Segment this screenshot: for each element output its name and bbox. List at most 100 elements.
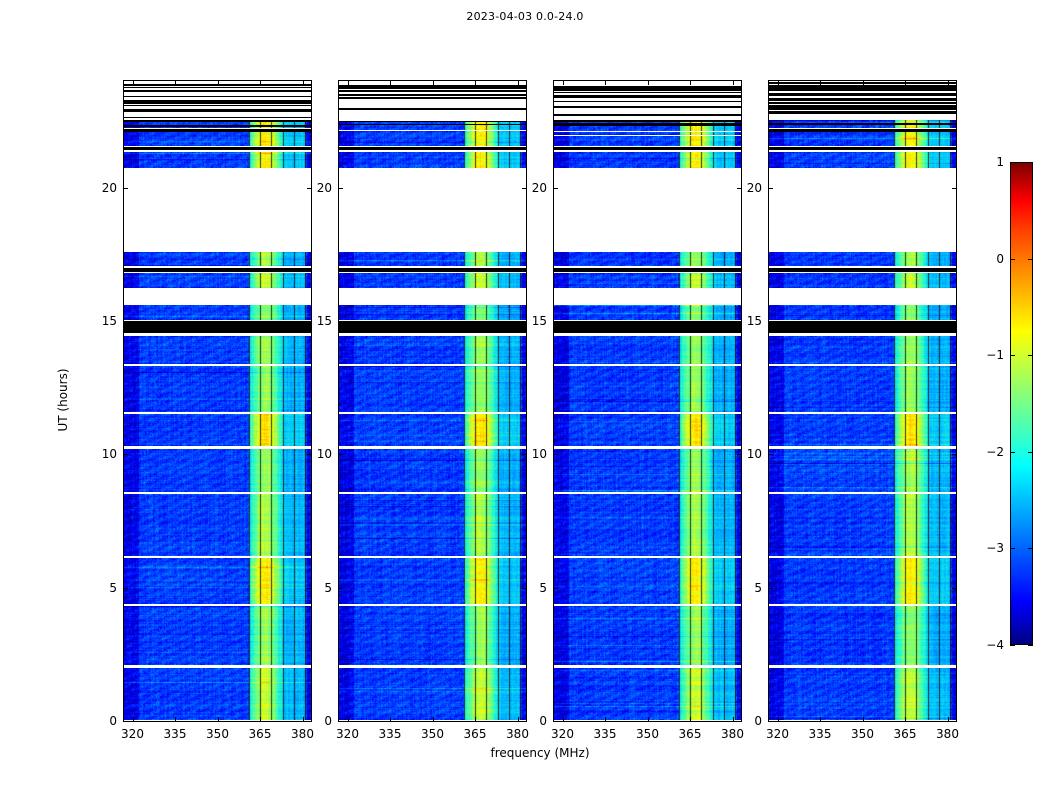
waterfall-image	[339, 606, 526, 665]
colorbar-tick	[1010, 162, 1015, 163]
data-time-band	[769, 667, 956, 720]
panel-plot-area	[124, 81, 311, 721]
y-tick	[339, 454, 343, 456]
panel-plot-area	[554, 81, 741, 721]
flagged-scan-row	[554, 100, 741, 103]
scan-gap-row	[769, 91, 956, 93]
data-time-band	[339, 305, 526, 320]
data-time-band	[339, 558, 526, 604]
x-tick-label: 320	[336, 727, 359, 741]
waterfall-image	[554, 251, 741, 267]
spectrum-panel-3[interactable]: XY, V2*V3=EA14*EA08	[553, 80, 742, 722]
spectrum-panel-4[interactable]: YX, V2*V3=EA14*EA08	[768, 80, 957, 722]
y-tick-label: 5	[109, 580, 117, 595]
y-tick-label: 15	[101, 314, 117, 328]
y-tick-label: 10	[101, 447, 117, 462]
scan-gap-row	[554, 135, 741, 137]
waterfall-image	[124, 606, 311, 665]
flagged-scan-row	[339, 90, 526, 93]
data-time-band	[124, 335, 311, 364]
x-tick-top	[690, 81, 691, 85]
waterfall-image	[339, 667, 526, 720]
waterfall-image	[769, 449, 956, 492]
x-tick	[260, 717, 261, 721]
data-time-band	[339, 366, 526, 412]
y-tick-right	[522, 454, 526, 456]
flagged-scan-row	[339, 123, 526, 125]
x-tick-label: 365	[678, 727, 702, 741]
x-tick	[132, 717, 134, 721]
y-axis-label: UT (hours)	[56, 368, 70, 432]
spectrum-panel-1[interactable]: XX, V2*V3=EA14*EA08	[123, 80, 312, 722]
data-time-band	[339, 335, 526, 364]
data-time-band	[124, 151, 311, 168]
waterfall-image	[554, 558, 741, 604]
scan-gap-row	[339, 119, 526, 121]
y-tick-label: 5	[539, 580, 547, 595]
flagged-scan-row	[124, 125, 311, 128]
colorbar-tick	[1010, 258, 1015, 260]
flagged-scan-row	[769, 87, 956, 90]
x-tick-label: 335	[163, 727, 187, 741]
waterfall-image	[769, 494, 956, 556]
x-tick-top	[905, 81, 906, 85]
colorbar[interactable]: 1 0 −1 −2 −3 −4	[986, 155, 1033, 652]
x-tick-label: 365	[893, 727, 917, 741]
x-tick	[562, 717, 564, 721]
flagged-time-band	[769, 321, 956, 333]
flagged-scan-row	[554, 105, 741, 108]
waterfall-image	[769, 606, 956, 665]
data-time-band	[769, 305, 956, 320]
flagged-scan-row	[769, 97, 956, 101]
scan-gap-row	[554, 102, 741, 104]
y-tick	[769, 187, 773, 189]
y-tick	[124, 187, 128, 189]
y-tick-label: 0	[539, 714, 547, 728]
spectrum-panel-2[interactable]: YY, V2*V3=EA14*EA08	[338, 80, 527, 722]
y-tick-label: 15	[746, 314, 762, 328]
scan-gap-row	[554, 85, 741, 87]
y-tick	[124, 721, 128, 722]
y-tick	[554, 721, 558, 722]
flagged-scan-row	[769, 108, 956, 111]
waterfall-image	[554, 335, 741, 364]
scan-gap-row	[339, 103, 526, 105]
scan-gap-row	[124, 128, 311, 130]
waterfall-image	[554, 414, 741, 447]
y-tick-right	[952, 454, 956, 456]
x-tick-label: 350	[421, 727, 444, 741]
x-tick-top	[820, 81, 821, 85]
waterfall-image	[339, 305, 526, 320]
y-tick	[339, 321, 343, 322]
x-tick-top	[175, 81, 176, 85]
waterfall-image	[339, 494, 526, 556]
x-tick	[732, 717, 734, 721]
x-tick-top	[302, 81, 304, 85]
y-tick	[339, 721, 343, 722]
x-tick-label: 380	[506, 727, 529, 741]
data-time-band	[124, 449, 311, 492]
data-time-band	[339, 449, 526, 492]
flagged-scan-row	[769, 123, 956, 126]
flagged-scan-row	[769, 84, 956, 87]
data-time-band	[339, 414, 526, 447]
flagged-scan-row	[554, 87, 741, 89]
y-tick	[339, 187, 343, 189]
flagged-scan-row	[769, 111, 956, 113]
waterfall-image	[124, 667, 311, 720]
data-time-band	[124, 273, 311, 288]
colorbar-tick-label: 0	[996, 251, 1004, 266]
data-time-band	[554, 273, 741, 288]
scan-gap-row	[769, 113, 956, 115]
y-tick-label: 10	[316, 447, 332, 462]
y-tick-label: 20	[101, 180, 117, 195]
x-tick-label: 380	[721, 727, 744, 741]
flagged-scan-row	[769, 102, 956, 105]
data-time-band	[554, 366, 741, 412]
data-time-band	[554, 251, 741, 267]
waterfall-image	[124, 558, 311, 604]
data-time-band	[554, 151, 741, 168]
waterfall-image	[339, 151, 526, 168]
scan-gap-row	[339, 101, 526, 103]
flagged-time-band	[554, 267, 741, 272]
